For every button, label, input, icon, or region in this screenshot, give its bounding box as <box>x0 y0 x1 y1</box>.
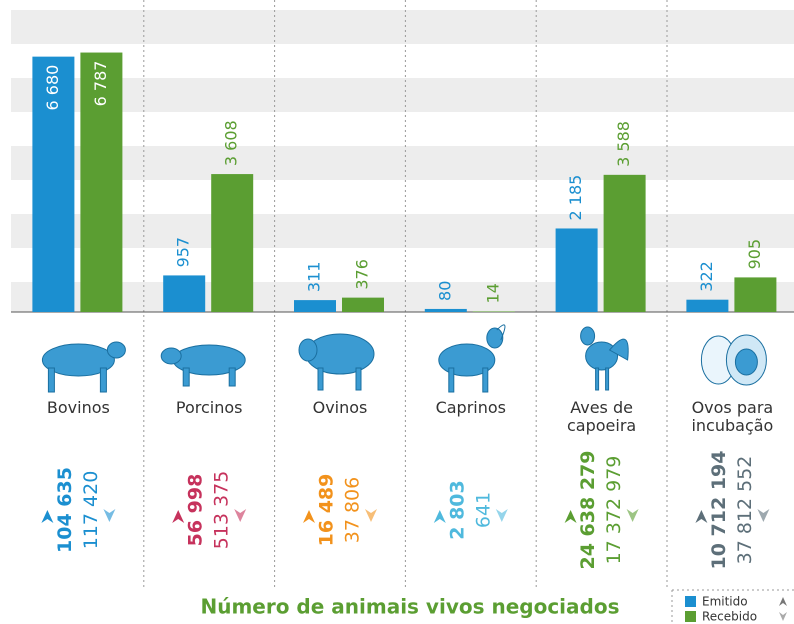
category-label: Ovinos <box>288 399 392 417</box>
category-label: Ovos para incubação <box>680 399 784 435</box>
legend-arrow <box>779 597 787 606</box>
value-label: 957 <box>174 237 193 268</box>
icon-shape <box>299 339 317 361</box>
page: 6 680 6 787 104 635117 420 957 3 608 56 99851… <box>0 0 794 624</box>
chart: 6 680 6 787 104 635117 420 957 3 608 56 99851… <box>0 0 794 624</box>
total-recebido: 117 420 <box>80 471 102 550</box>
arrow-down <box>234 509 246 522</box>
total-recebido: 641 <box>472 492 494 528</box>
total-recebido: 513 375 <box>211 471 233 550</box>
total-recebido: 17 372 979 <box>603 456 625 565</box>
value-label: 322 <box>697 261 716 292</box>
value-label: 6 787 <box>91 61 110 107</box>
band <box>11 10 794 44</box>
total-emitido: 56 998 <box>185 474 207 547</box>
legend: Emitido Recebido <box>672 590 794 624</box>
value-label: 311 <box>305 262 324 293</box>
background <box>11 0 794 590</box>
legend-swatch <box>685 611 696 622</box>
icon-shape <box>356 368 361 390</box>
icon-shape <box>48 368 54 392</box>
category-label: Caprinos <box>419 399 523 417</box>
bar <box>604 175 646 312</box>
icon-shape <box>107 342 125 358</box>
value-label: 3 588 <box>614 121 633 167</box>
arrow-up <box>434 510 446 523</box>
chart-title: Número de animais vivos negociados <box>200 595 619 619</box>
legend-arrow <box>779 612 787 621</box>
value-label: 3 608 <box>222 120 241 166</box>
bar <box>425 309 467 312</box>
icon-shape <box>161 348 181 364</box>
animal-icon <box>299 334 374 390</box>
total-recebido: 37 812 552 <box>734 456 756 565</box>
total-emitido: 2 803 <box>446 480 468 540</box>
legend-swatch <box>685 596 696 607</box>
category-label: Porcinos <box>157 399 261 417</box>
icon-shape <box>229 368 235 386</box>
icon-shape <box>318 368 323 390</box>
arrow-up <box>565 510 577 523</box>
animal-icon <box>701 335 766 385</box>
icon-shape <box>487 328 503 348</box>
icon-shape <box>735 349 757 375</box>
band <box>11 78 794 112</box>
total-emitido: 24 638 279 <box>577 451 599 570</box>
icon-shape <box>581 327 595 345</box>
total-emitido: 104 635 <box>54 467 76 553</box>
icon-shape <box>483 368 488 392</box>
value-label: 80 <box>435 281 454 301</box>
bar <box>473 311 515 312</box>
total-recebido: 37 806 <box>342 477 364 543</box>
value-label: 6 680 <box>43 65 62 111</box>
animal-icon <box>161 345 245 386</box>
bar <box>163 275 205 312</box>
animal-icon <box>42 342 125 392</box>
band <box>11 214 794 248</box>
animal-icon <box>439 325 505 392</box>
arrow-down <box>365 509 377 522</box>
bar <box>294 300 336 312</box>
icon-shape <box>183 368 189 386</box>
arrow-down <box>757 509 769 522</box>
legend-label: Recebido <box>702 610 757 624</box>
bar <box>734 277 776 312</box>
icon-shape <box>100 368 106 392</box>
total-emitido: 16 489 <box>316 474 338 547</box>
total-emitido: 10 712 194 <box>708 451 730 570</box>
arrow-up <box>695 510 707 523</box>
arrow-up <box>172 510 184 523</box>
band <box>11 146 794 180</box>
bar <box>211 174 253 312</box>
value-label: 905 <box>745 239 764 270</box>
bar <box>342 298 384 312</box>
bar <box>556 228 598 312</box>
category-label: Aves de capoeira <box>550 399 654 435</box>
value-label: 14 <box>483 283 502 303</box>
arrow-down <box>496 509 508 522</box>
band <box>11 282 794 312</box>
arrow-up <box>303 510 315 523</box>
value-label: 376 <box>353 259 372 290</box>
arrow-down <box>627 509 639 522</box>
icon-shape <box>606 368 609 390</box>
arrow-down <box>103 509 115 522</box>
bar <box>686 300 728 312</box>
icon-shape <box>449 368 454 392</box>
legend-label: Emitido <box>702 595 748 609</box>
icon-shape <box>596 368 599 390</box>
value-label: 2 185 <box>566 175 585 221</box>
animal-icon <box>581 327 629 390</box>
category-label: Bovinos <box>26 399 130 417</box>
arrow-up <box>41 510 53 523</box>
